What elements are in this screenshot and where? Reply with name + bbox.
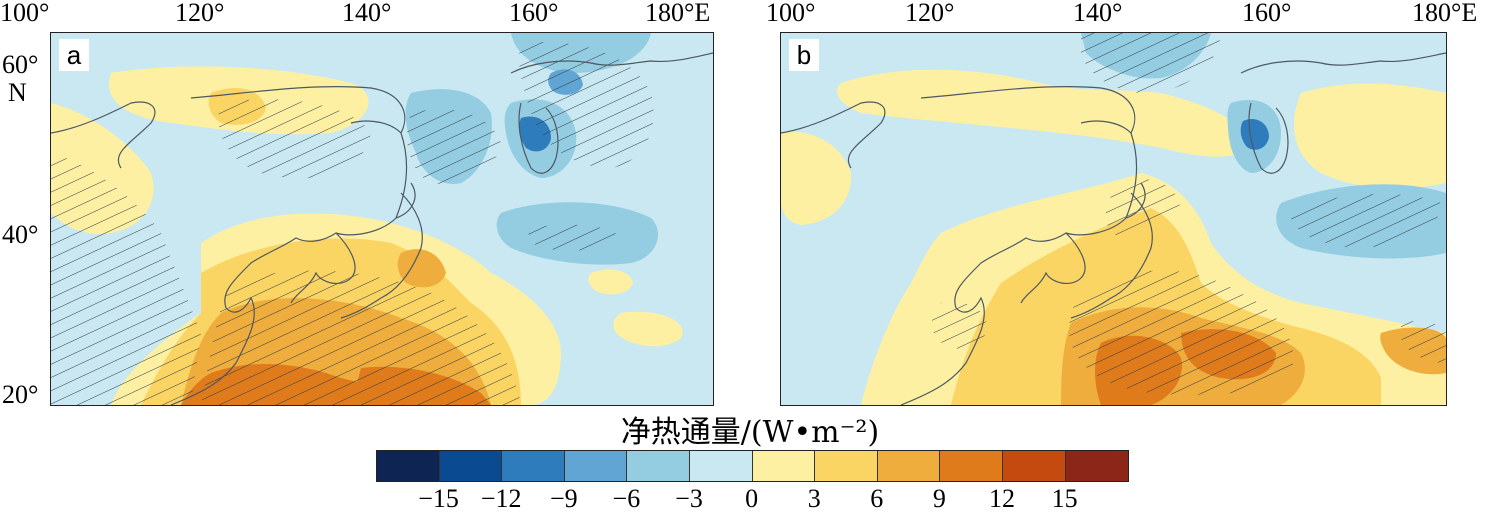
- colorbar-swatch-0: [377, 451, 440, 481]
- panel-label-b: b: [789, 39, 819, 71]
- colorbar-tick-label: −6: [612, 484, 641, 513]
- lon-tick-a-120: 120°: [175, 0, 225, 27]
- hatch-sw-b: [931, 302, 987, 349]
- lon-tick-a-100: 100°: [0, 0, 50, 27]
- lon-tick-a-140: 140°: [342, 0, 392, 27]
- colorbar-tick-label: 6: [870, 484, 884, 513]
- coastline-asia-b: [781, 52, 1446, 405]
- lon-tick-b-100: 100°: [766, 0, 816, 27]
- flux-pos-east-small: [588, 269, 633, 295]
- flux-pos-north-band-b: [837, 69, 1251, 157]
- flux-pos-ne-b: [1293, 83, 1446, 189]
- coastline-asia: [51, 52, 713, 405]
- lon-tick-b-180: 180°E: [1412, 0, 1478, 27]
- colorbar-swatch-2: [502, 451, 565, 481]
- flux-pos-japan-east: [397, 249, 446, 288]
- colorbar-title: 净热通量/(W•m⁻²): [620, 415, 880, 450]
- flux-pos-west-b: [781, 132, 852, 225]
- colorbar-tick-label: 3: [807, 484, 821, 513]
- colorbar-swatch-5: [689, 451, 753, 481]
- colorbar-tick-label: 15: [1051, 484, 1078, 513]
- colorbar-tick-label: −15: [418, 484, 459, 513]
- lon-tick-b-140: 140°: [1073, 0, 1123, 27]
- colorbar-swatch-6: [752, 451, 816, 481]
- colorbar: [376, 450, 1130, 482]
- colorbar-swatch-7: [815, 451, 878, 481]
- lon-tick-b-160: 160°: [1242, 0, 1292, 27]
- colorbar-tick-label: 12: [989, 484, 1015, 513]
- hatch-kuroshio: [201, 270, 521, 405]
- flux-neg-kamchatka-core-b: [1240, 118, 1269, 150]
- map-panel-b: b: [780, 32, 1447, 406]
- map-panel-a: a: [50, 32, 714, 406]
- hatch-central-pac: [528, 224, 621, 251]
- lat-tick-40: 40°: [2, 220, 39, 249]
- colorbar-swatch-9: [940, 451, 1003, 481]
- map-panel-a-canvas: [51, 33, 713, 405]
- colorbar-swatch-4: [627, 451, 690, 481]
- colorbar-swatch-1: [439, 451, 503, 481]
- hatch-east-b: [1401, 321, 1446, 363]
- hatch-north: [218, 99, 371, 179]
- panel-label-a: a: [59, 39, 89, 71]
- hatch-west: [51, 153, 201, 405]
- hatch-kuroshio-b: [1069, 270, 1294, 395]
- colorbar-swatch-3: [564, 451, 628, 481]
- hatch-central-pac-b: [1290, 193, 1441, 248]
- colorbar-tick-label: −9: [549, 484, 578, 513]
- lon-tick-a-180: 180°E: [645, 0, 711, 27]
- colorbar-swatch-11: [1065, 451, 1129, 481]
- flux-pos-east-2: [613, 311, 683, 347]
- colorbar-tick-label: −12: [480, 484, 522, 513]
- lat-unit-label: N: [8, 78, 27, 107]
- map-panel-b-canvas: [781, 33, 1446, 405]
- hatch-top-b: [1081, 33, 1221, 93]
- colorbar-swatch-8: [877, 451, 941, 481]
- colorbar-tick-label: 0: [745, 484, 759, 513]
- colorbar-tick-label: 9: [932, 484, 946, 513]
- lon-tick-b-120: 120°: [905, 0, 955, 27]
- lat-tick-60: 60°: [2, 50, 39, 79]
- hatch-kamchatka: [519, 42, 654, 168]
- colorbar-swatch-10: [1002, 451, 1066, 481]
- lon-tick-a-160: 160°: [509, 0, 559, 27]
- lat-tick-20: 20°: [2, 380, 39, 409]
- hatch-okhotsk: [407, 109, 501, 184]
- colorbar-tick-label: −3: [675, 484, 703, 513]
